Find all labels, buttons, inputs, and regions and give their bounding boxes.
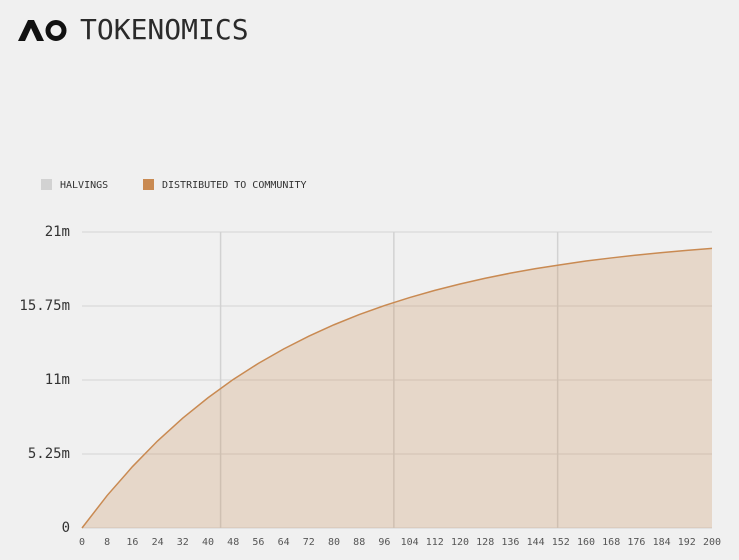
y-tick-label: 21m [45, 224, 70, 240]
x-tick-label: 144 [527, 537, 545, 548]
x-tick-label: 96 [378, 537, 390, 548]
x-tick-label: 160 [577, 537, 595, 548]
x-tick-label: 88 [353, 537, 365, 548]
x-tick-label: 8 [104, 537, 110, 548]
y-tick-label: 5.25m [28, 446, 70, 462]
x-tick-label: 40 [202, 537, 214, 548]
x-tick-label: 168 [602, 537, 620, 548]
x-tick-label: 80 [328, 537, 340, 548]
logo [18, 20, 67, 41]
area-fill [82, 248, 712, 529]
x-tick-label: 64 [278, 537, 290, 548]
x-tick-label: 112 [426, 537, 444, 548]
x-tick-label: 152 [552, 537, 570, 548]
x-tick-label: 0 [79, 537, 85, 548]
x-tick-label: 184 [653, 537, 671, 548]
x-tick-label: 136 [501, 537, 519, 548]
x-tick-label: 104 [401, 537, 419, 548]
x-tick-label: 16 [126, 537, 138, 548]
x-tick-label: 56 [252, 537, 264, 548]
y-tick-label: 0 [62, 520, 70, 536]
x-tick-label: 120 [451, 537, 469, 548]
x-tick-label: 48 [227, 537, 239, 548]
x-tick-label: 200 [703, 537, 721, 548]
legend-label: HALVINGS [60, 180, 108, 191]
x-tick-label: 176 [627, 537, 645, 548]
legend-swatch [41, 179, 52, 190]
legend-swatch [143, 179, 154, 190]
x-tick-label: 24 [152, 537, 164, 548]
x-tick-label: 128 [476, 537, 494, 548]
x-tick-label: 32 [177, 537, 189, 548]
x-tick-label: 72 [303, 537, 315, 548]
y-tick-label: 15.75m [19, 298, 70, 314]
area-line [81, 247, 713, 529]
legend-label: DISTRIBUTED TO COMMUNITY [162, 180, 307, 191]
x-tick-label: 192 [678, 537, 696, 548]
chart-title: TOKENOMICS [80, 13, 249, 46]
y-tick-label: 11m [45, 372, 70, 388]
